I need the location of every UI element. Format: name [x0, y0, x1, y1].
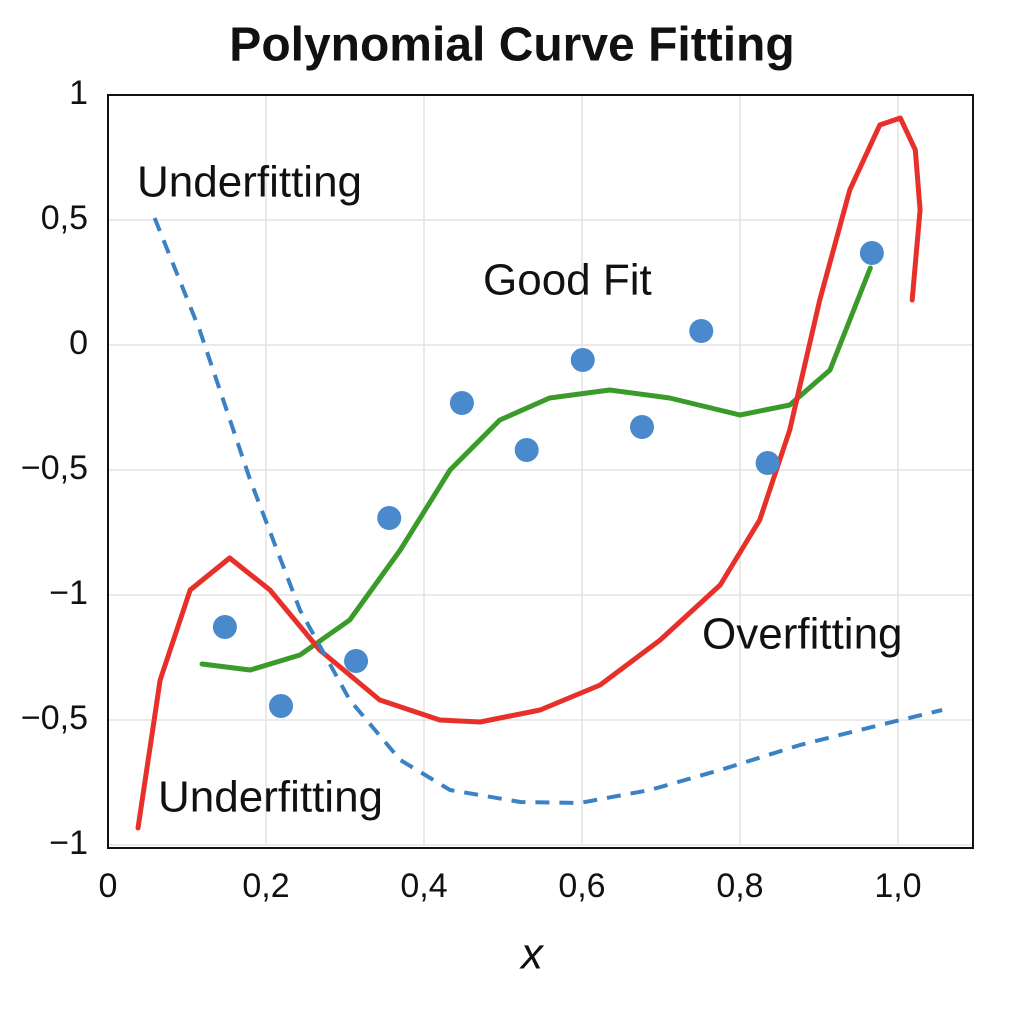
y-tick-label: −0,5	[21, 699, 88, 737]
chart-title: Polynomial Curve Fitting	[229, 19, 794, 72]
x-tick-label: 0,2	[242, 867, 289, 905]
y-tick-label: −1	[49, 824, 88, 862]
x-tick-label: 1,0	[874, 867, 921, 905]
data-point	[269, 694, 293, 718]
annotation: Underfitting	[137, 158, 362, 207]
data-point	[449, 391, 474, 415]
data-point	[630, 415, 655, 439]
data-point	[689, 319, 714, 343]
y-tick-label: 0,5	[41, 199, 88, 237]
data-point	[570, 348, 595, 372]
fit-curve	[135, 115, 923, 831]
data-point	[344, 649, 369, 673]
x-tick-label: 0,4	[400, 867, 447, 905]
x-tick-label: 0,8	[716, 867, 763, 905]
annotation: Underfitting	[158, 773, 383, 822]
x-axis-label: x	[519, 930, 545, 979]
y-tick-label: −0,5	[21, 449, 88, 487]
fit-curve	[199, 265, 873, 673]
x-tick-label: 0	[99, 867, 118, 905]
annotation: Good Fit	[483, 256, 652, 305]
data-point	[859, 241, 884, 265]
x-tick-label: 0,6	[558, 867, 605, 905]
plot-frame	[107, 94, 974, 849]
data-point	[212, 615, 237, 639]
data-point	[514, 438, 539, 462]
y-tick-label: −1	[49, 574, 88, 612]
y-tick-label: 1	[69, 74, 88, 112]
y-tick-label: 0	[69, 324, 88, 362]
dashed-curve	[152, 217, 943, 805]
annotation: Overfitting	[702, 610, 903, 659]
data-point	[377, 506, 402, 530]
data-point	[755, 451, 780, 475]
